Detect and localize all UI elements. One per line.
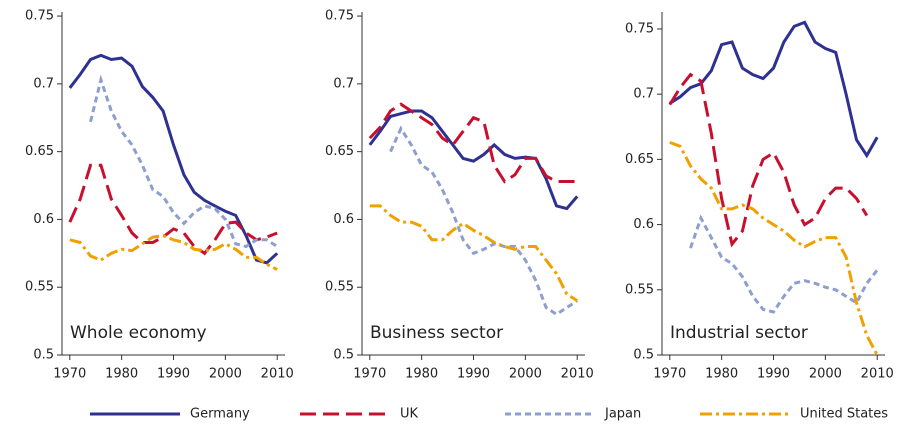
- x-tick-label: 1980: [405, 367, 438, 382]
- y-tick-label: 0.7: [333, 76, 354, 91]
- x-tick-label: 1970: [653, 367, 686, 382]
- panel-title: Industrial sector: [670, 323, 808, 343]
- y-tick-label: 0.6: [633, 217, 654, 232]
- series-line: [368, 109, 579, 211]
- legend-label: Germany: [190, 407, 250, 422]
- y-tick-label: 0.5: [33, 348, 54, 363]
- x-tick-label: 2010: [861, 367, 894, 382]
- y-tick-label: 0.55: [625, 282, 654, 297]
- y-tick-label: 0.55: [25, 280, 54, 295]
- y-tick-label: 0.6: [33, 212, 54, 227]
- legend-label: Japan: [604, 407, 641, 422]
- y-tick-label: 0.65: [25, 144, 54, 159]
- x-tick-label: 2010: [561, 367, 594, 382]
- panel-title: Whole economy: [70, 323, 207, 343]
- x-tick-label: 1980: [705, 367, 738, 382]
- y-tick-label: 0.7: [33, 76, 54, 91]
- y-tick-label: 0.6: [333, 212, 354, 227]
- y-tick-label: 0.5: [333, 348, 354, 363]
- x-tick-label: 1990: [157, 367, 190, 382]
- legend-label: UK: [400, 407, 419, 422]
- series-line: [68, 163, 278, 256]
- x-tick-label: 1990: [457, 367, 490, 382]
- x-tick-label: 1970: [353, 367, 386, 382]
- y-tick-label: 0.7: [633, 87, 654, 102]
- series-line: [368, 102, 578, 184]
- series-line: [669, 20, 879, 159]
- series-line: [369, 204, 579, 303]
- y-tick-label: 0.55: [325, 280, 354, 295]
- legend-label: United States: [800, 407, 888, 422]
- x-tick-label: 1990: [757, 367, 790, 382]
- x-tick-label: 2010: [261, 367, 294, 382]
- series-line: [669, 140, 879, 356]
- series-line: [68, 53, 279, 265]
- y-tick-label: 0.65: [325, 144, 354, 159]
- x-tick-label: 1980: [105, 367, 138, 382]
- series-line: [668, 72, 869, 248]
- x-tick-label: 2000: [809, 367, 842, 382]
- series-line: [89, 74, 279, 249]
- series-line: [69, 234, 278, 271]
- series-line: [689, 214, 879, 314]
- y-tick-label: 0.5: [633, 348, 654, 363]
- y-tick-label: 0.75: [325, 9, 354, 24]
- series-line: [389, 125, 579, 317]
- x-tick-label: 1970: [53, 367, 86, 382]
- x-tick-label: 2000: [209, 367, 242, 382]
- x-tick-label: 2000: [509, 367, 542, 382]
- y-tick-label: 0.65: [625, 152, 654, 167]
- y-tick-label: 0.75: [625, 21, 654, 36]
- panel-title: Business sector: [370, 323, 503, 343]
- y-tick-label: 0.75: [25, 9, 54, 24]
